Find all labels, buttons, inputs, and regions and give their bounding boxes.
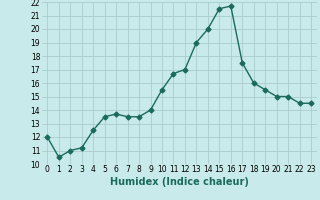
X-axis label: Humidex (Indice chaleur): Humidex (Indice chaleur)	[110, 177, 249, 187]
